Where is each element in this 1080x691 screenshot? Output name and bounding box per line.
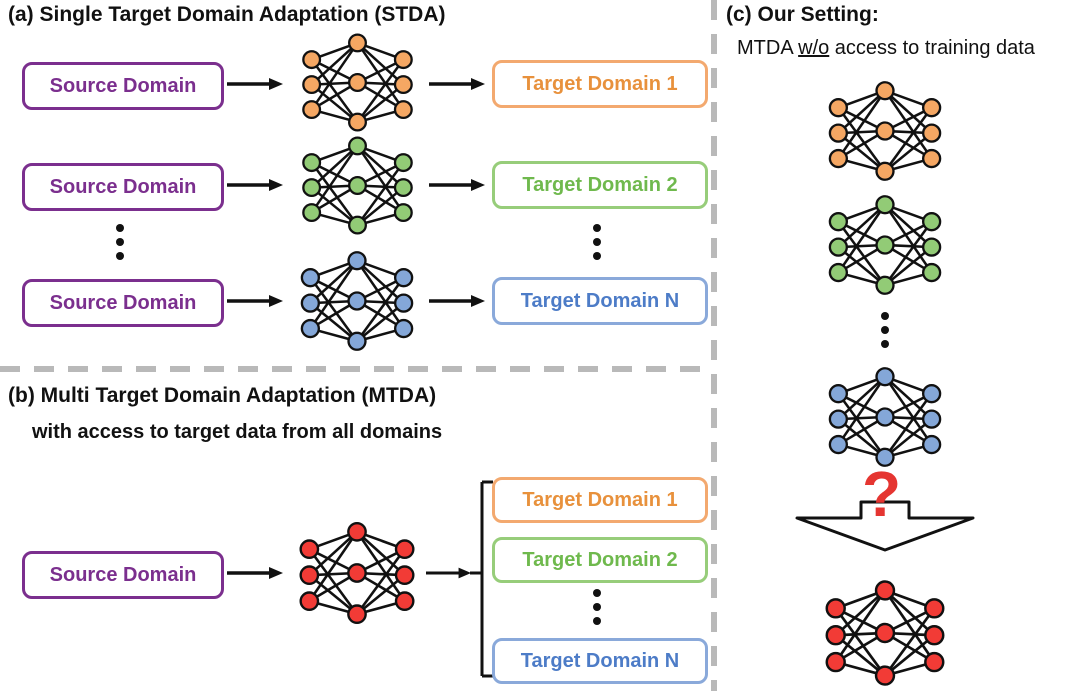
section-a-title: (a) Single Target Domain Adaptation (STD… [8, 3, 446, 26]
arrow-right-icon [226, 294, 284, 308]
neural-network-icon-green [295, 133, 420, 238]
neural-network-icon-orange [820, 78, 950, 184]
subtitle-prefix: MTDA [737, 37, 799, 59]
source-domain-box: Source Domain [22, 163, 224, 211]
vertical-dashed-separator [711, 0, 717, 691]
target-domain-box: Target Domain 1 [492, 60, 708, 108]
target-domain-box: Target Domain 2 [492, 161, 708, 209]
vertical-ellipsis [593, 589, 601, 625]
target-domain-box: Target Domain 1 [492, 477, 708, 523]
source-domain-box: Source Domain [22, 62, 224, 110]
arrow-right-icon [428, 294, 486, 308]
horizontal-dashed-separator [0, 366, 706, 372]
arrow-right-icon [226, 178, 284, 192]
neural-network-icon-orange [295, 30, 420, 135]
subtitle-underlined: w/o [798, 37, 830, 59]
section-c-subtitle: MTDA w/o access to training data [737, 37, 1035, 60]
target-domain-box: Target Domain N [492, 638, 708, 684]
vertical-ellipsis [593, 224, 601, 260]
section-b-subtitle: with access to target data from all doma… [32, 421, 443, 443]
source-domain-box: Source Domain [22, 279, 224, 327]
big-down-arrow-icon [795, 500, 975, 552]
neural-network-icon-blue [820, 364, 950, 470]
section-b-title: (b) Multi Target Domain Adaptation (MTDA… [8, 384, 437, 407]
arrow-right-icon [428, 178, 486, 192]
neural-network-icon-red [814, 577, 956, 689]
subtitle-suffix: access to training data [829, 37, 1035, 59]
target-domain-box: Target Domain 2 [492, 537, 708, 583]
target-domain-box: Target Domain N [492, 277, 708, 325]
arrow-right-icon [226, 566, 284, 580]
neural-network-icon-red [292, 517, 422, 629]
bracket-icon [470, 480, 493, 678]
source-domain-box: Source Domain [22, 551, 224, 599]
section-c-title: (c) Our Setting: [726, 3, 879, 26]
neural-network-icon-green [820, 192, 950, 298]
vertical-ellipsis [881, 312, 889, 348]
question-mark: ? [862, 458, 902, 530]
arrow-right-icon [428, 77, 486, 91]
vertical-ellipsis [116, 224, 124, 260]
arrow-right-icon [226, 77, 284, 91]
neural-network-icon-blue [293, 248, 421, 354]
